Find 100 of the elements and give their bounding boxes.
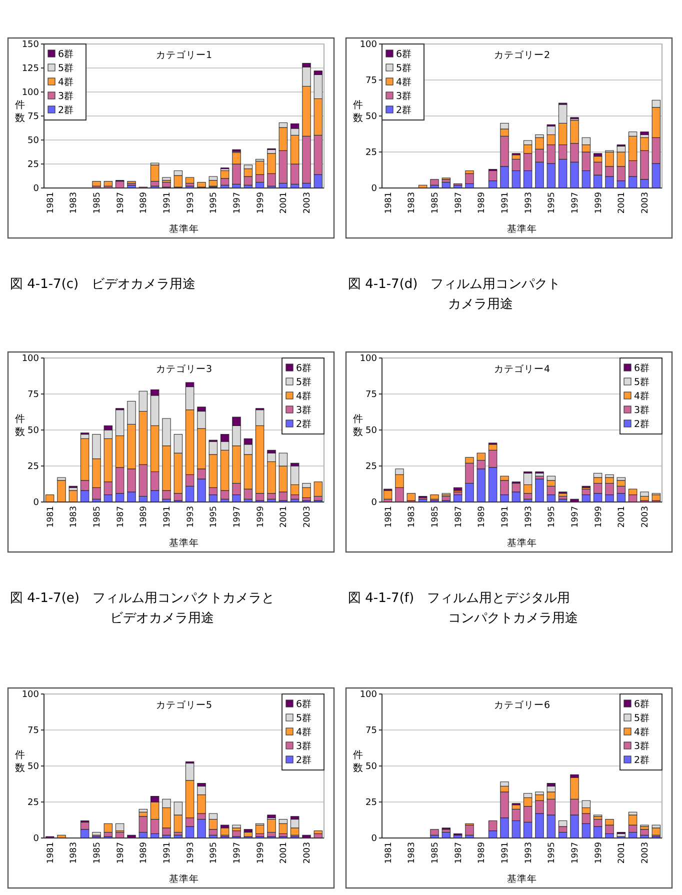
y-tick-label: 50 [366, 762, 378, 772]
x-tick-label: 1983 [407, 842, 418, 864]
x-tick-label: 1981 [46, 192, 56, 214]
y-tick-label: 100 [360, 690, 378, 700]
x-tick-label: 1991 [500, 506, 510, 528]
x-tick-label: 1987 [116, 842, 126, 864]
x-tick-label: 1991 [162, 842, 172, 864]
x-tick-label: 1987 [454, 842, 464, 864]
x-axis-title: 基準年 [507, 537, 537, 549]
x-tick-label: 2003 [302, 506, 312, 528]
x-tick-label: 2003 [640, 192, 650, 214]
x-tick-label: 1981 [46, 506, 56, 528]
x-tick-label: 2003 [640, 842, 650, 864]
x-tick-label: 1983 [407, 506, 418, 528]
x-tick-label: 1995 [209, 842, 220, 864]
x-axis-title: 基準年 [169, 873, 199, 885]
legend-label: 6群 [396, 48, 412, 60]
y-tick-label: 50 [366, 112, 378, 122]
legend-label: 3群 [634, 740, 650, 752]
x-tick-label: 1991 [500, 842, 510, 864]
x-tick-label: 1995 [547, 842, 558, 864]
caption: 図 4-1-7(d) フィルム用コンパクト [348, 277, 561, 292]
text: カテゴリー3 [156, 363, 212, 375]
y-tick-label: 100 [22, 354, 40, 364]
caption: 図 4-1-7(f) フィルム用とデジタル用 [348, 591, 570, 606]
y-tick-label: 50 [28, 136, 40, 146]
x-tick-label: 2003 [640, 506, 650, 528]
legend-label: 2群 [396, 104, 412, 116]
y-tick-label: 0 [33, 184, 40, 194]
x-tick-label: 1995 [547, 192, 558, 214]
legend-label: 3群 [58, 90, 74, 102]
y-tick-label: 0 [371, 184, 378, 194]
legend-label: 2群 [296, 418, 312, 430]
y-tick-label: 150 [22, 40, 40, 50]
x-tick-label: 1991 [500, 192, 510, 214]
x-tick-label: 1989 [477, 842, 488, 864]
legend-label: 3群 [296, 404, 312, 416]
legend-label: 5群 [296, 376, 312, 388]
text: ビデオカメラ用途 [110, 611, 214, 626]
y-tick-label: 50 [28, 762, 40, 772]
legend-label: 4群 [634, 726, 650, 738]
x-tick-label: 1987 [116, 192, 126, 214]
x-tick-label: 1983 [69, 506, 80, 528]
x-tick-label: 1995 [209, 506, 220, 528]
x-tick-label: 1989 [477, 506, 488, 528]
y-tick-label: 0 [33, 498, 40, 508]
y-tick-label: 25 [28, 798, 39, 808]
x-tick-label: 1987 [454, 192, 464, 214]
x-tick-label: 1993 [524, 506, 534, 528]
x-tick-label: 1993 [186, 506, 196, 528]
legend-label: 4群 [396, 76, 412, 88]
x-tick-label: 1999 [594, 192, 604, 214]
x-tick-label: 1983 [407, 192, 418, 214]
y-tick-label: 75 [28, 390, 39, 400]
legend-label: 5群 [634, 712, 650, 724]
y-tick-label: 25 [366, 462, 377, 472]
x-tick-label: 1999 [256, 506, 266, 528]
legend-label: 4群 [296, 390, 312, 402]
x-tick-label: 1993 [524, 842, 534, 864]
x-tick-label: 1993 [186, 192, 196, 214]
x-tick-label: 1985 [92, 842, 102, 864]
y-tick-label: 75 [28, 112, 39, 122]
y-tick-label: 0 [371, 834, 378, 844]
caption: 図 4-1-7(c) ビデオカメラ用途 [10, 277, 196, 292]
x-tick-label: 2003 [302, 842, 312, 864]
x-tick-label: 1985 [92, 192, 102, 214]
y-tick-label: 50 [366, 426, 378, 436]
y-tick-label: 75 [28, 726, 39, 736]
x-tick-label: 1983 [69, 842, 80, 864]
x-tick-label: 1997 [232, 842, 242, 864]
x-tick-label: 2003 [302, 192, 312, 214]
x-tick-label: 1999 [256, 842, 266, 864]
y-axis-title: 件数 [15, 750, 25, 774]
legend-label: 2群 [634, 754, 650, 766]
legend-label: 3群 [296, 740, 312, 752]
x-tick-label: 1999 [594, 842, 604, 864]
x-tick-label: 1989 [139, 842, 150, 864]
x-axis-title: 基準年 [169, 537, 199, 549]
y-tick-label: 75 [366, 726, 377, 736]
y-tick-label: 25 [28, 462, 39, 472]
legend-label: 6群 [296, 698, 312, 710]
text: カテゴリー6 [494, 699, 550, 711]
y-axis-title: 件数 [353, 414, 363, 438]
text: カテゴリー2 [494, 49, 550, 61]
y-tick-label: 100 [22, 88, 40, 98]
x-tick-label: 1997 [232, 506, 242, 528]
y-axis-title: 件数 [353, 750, 363, 774]
x-tick-label: 1999 [594, 506, 604, 528]
y-tick-label: 25 [28, 160, 39, 170]
text: コンパクトカメラ用途 [448, 611, 578, 626]
x-axis-title: 基準年 [169, 223, 199, 235]
caption: 図 4-1-7(e) フィルム用コンパクトカメラと [10, 591, 274, 606]
x-tick-label: 1981 [46, 842, 56, 864]
y-tick-label: 50 [28, 426, 40, 436]
x-tick-label: 1993 [524, 192, 534, 214]
x-tick-label: 1989 [139, 506, 150, 528]
x-tick-label: 2001 [617, 842, 628, 864]
text: カテゴリー1 [156, 49, 212, 61]
y-tick-label: 0 [371, 498, 378, 508]
y-tick-label: 100 [22, 690, 40, 700]
